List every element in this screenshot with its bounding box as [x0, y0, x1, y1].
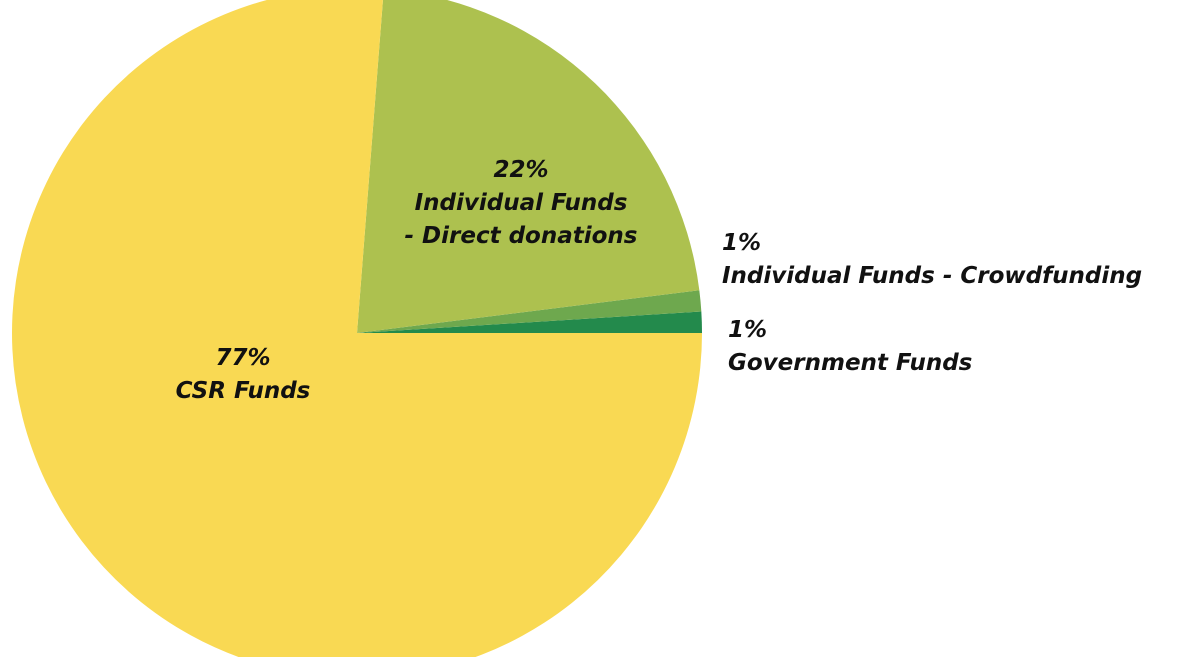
slice-label-government-funds: 1% Government Funds	[728, 317, 972, 376]
slice-category-label: Individual Funds	[415, 190, 628, 216]
slice-label-individual-funds-direct-donations: 22% Individual Funds - Direct donations	[404, 157, 637, 249]
slice-category-label: Individual Funds - Crowdfunding	[722, 263, 1142, 289]
slices-layer	[12, 0, 702, 657]
slice-value-label: 1%	[728, 317, 767, 343]
pie-slice-government-funds	[357, 311, 702, 333]
pie-slice-individual-funds-direct-donations	[357, 0, 700, 333]
pie-slice-csr-funds	[12, 0, 702, 657]
slice-category-label: Government Funds	[728, 350, 972, 376]
slice-value-label: 1%	[722, 230, 761, 256]
slice-category-label: - Direct donations	[404, 223, 637, 249]
slice-label-individual-funds-crowdfunding: 1% Individual Funds - Crowdfunding	[722, 230, 1142, 289]
slice-value-label: 77%	[215, 345, 270, 371]
slice-value-label: 22%	[493, 157, 548, 183]
labels-layer: 77% CSR Funds 22% Individual Funds - Direct …	[176, 157, 1142, 404]
slice-category-label: CSR Funds	[176, 378, 311, 404]
pie-slice-individual-funds-crowdfunding	[357, 290, 702, 333]
slice-label-csr-funds: 77% CSR Funds	[176, 345, 311, 404]
